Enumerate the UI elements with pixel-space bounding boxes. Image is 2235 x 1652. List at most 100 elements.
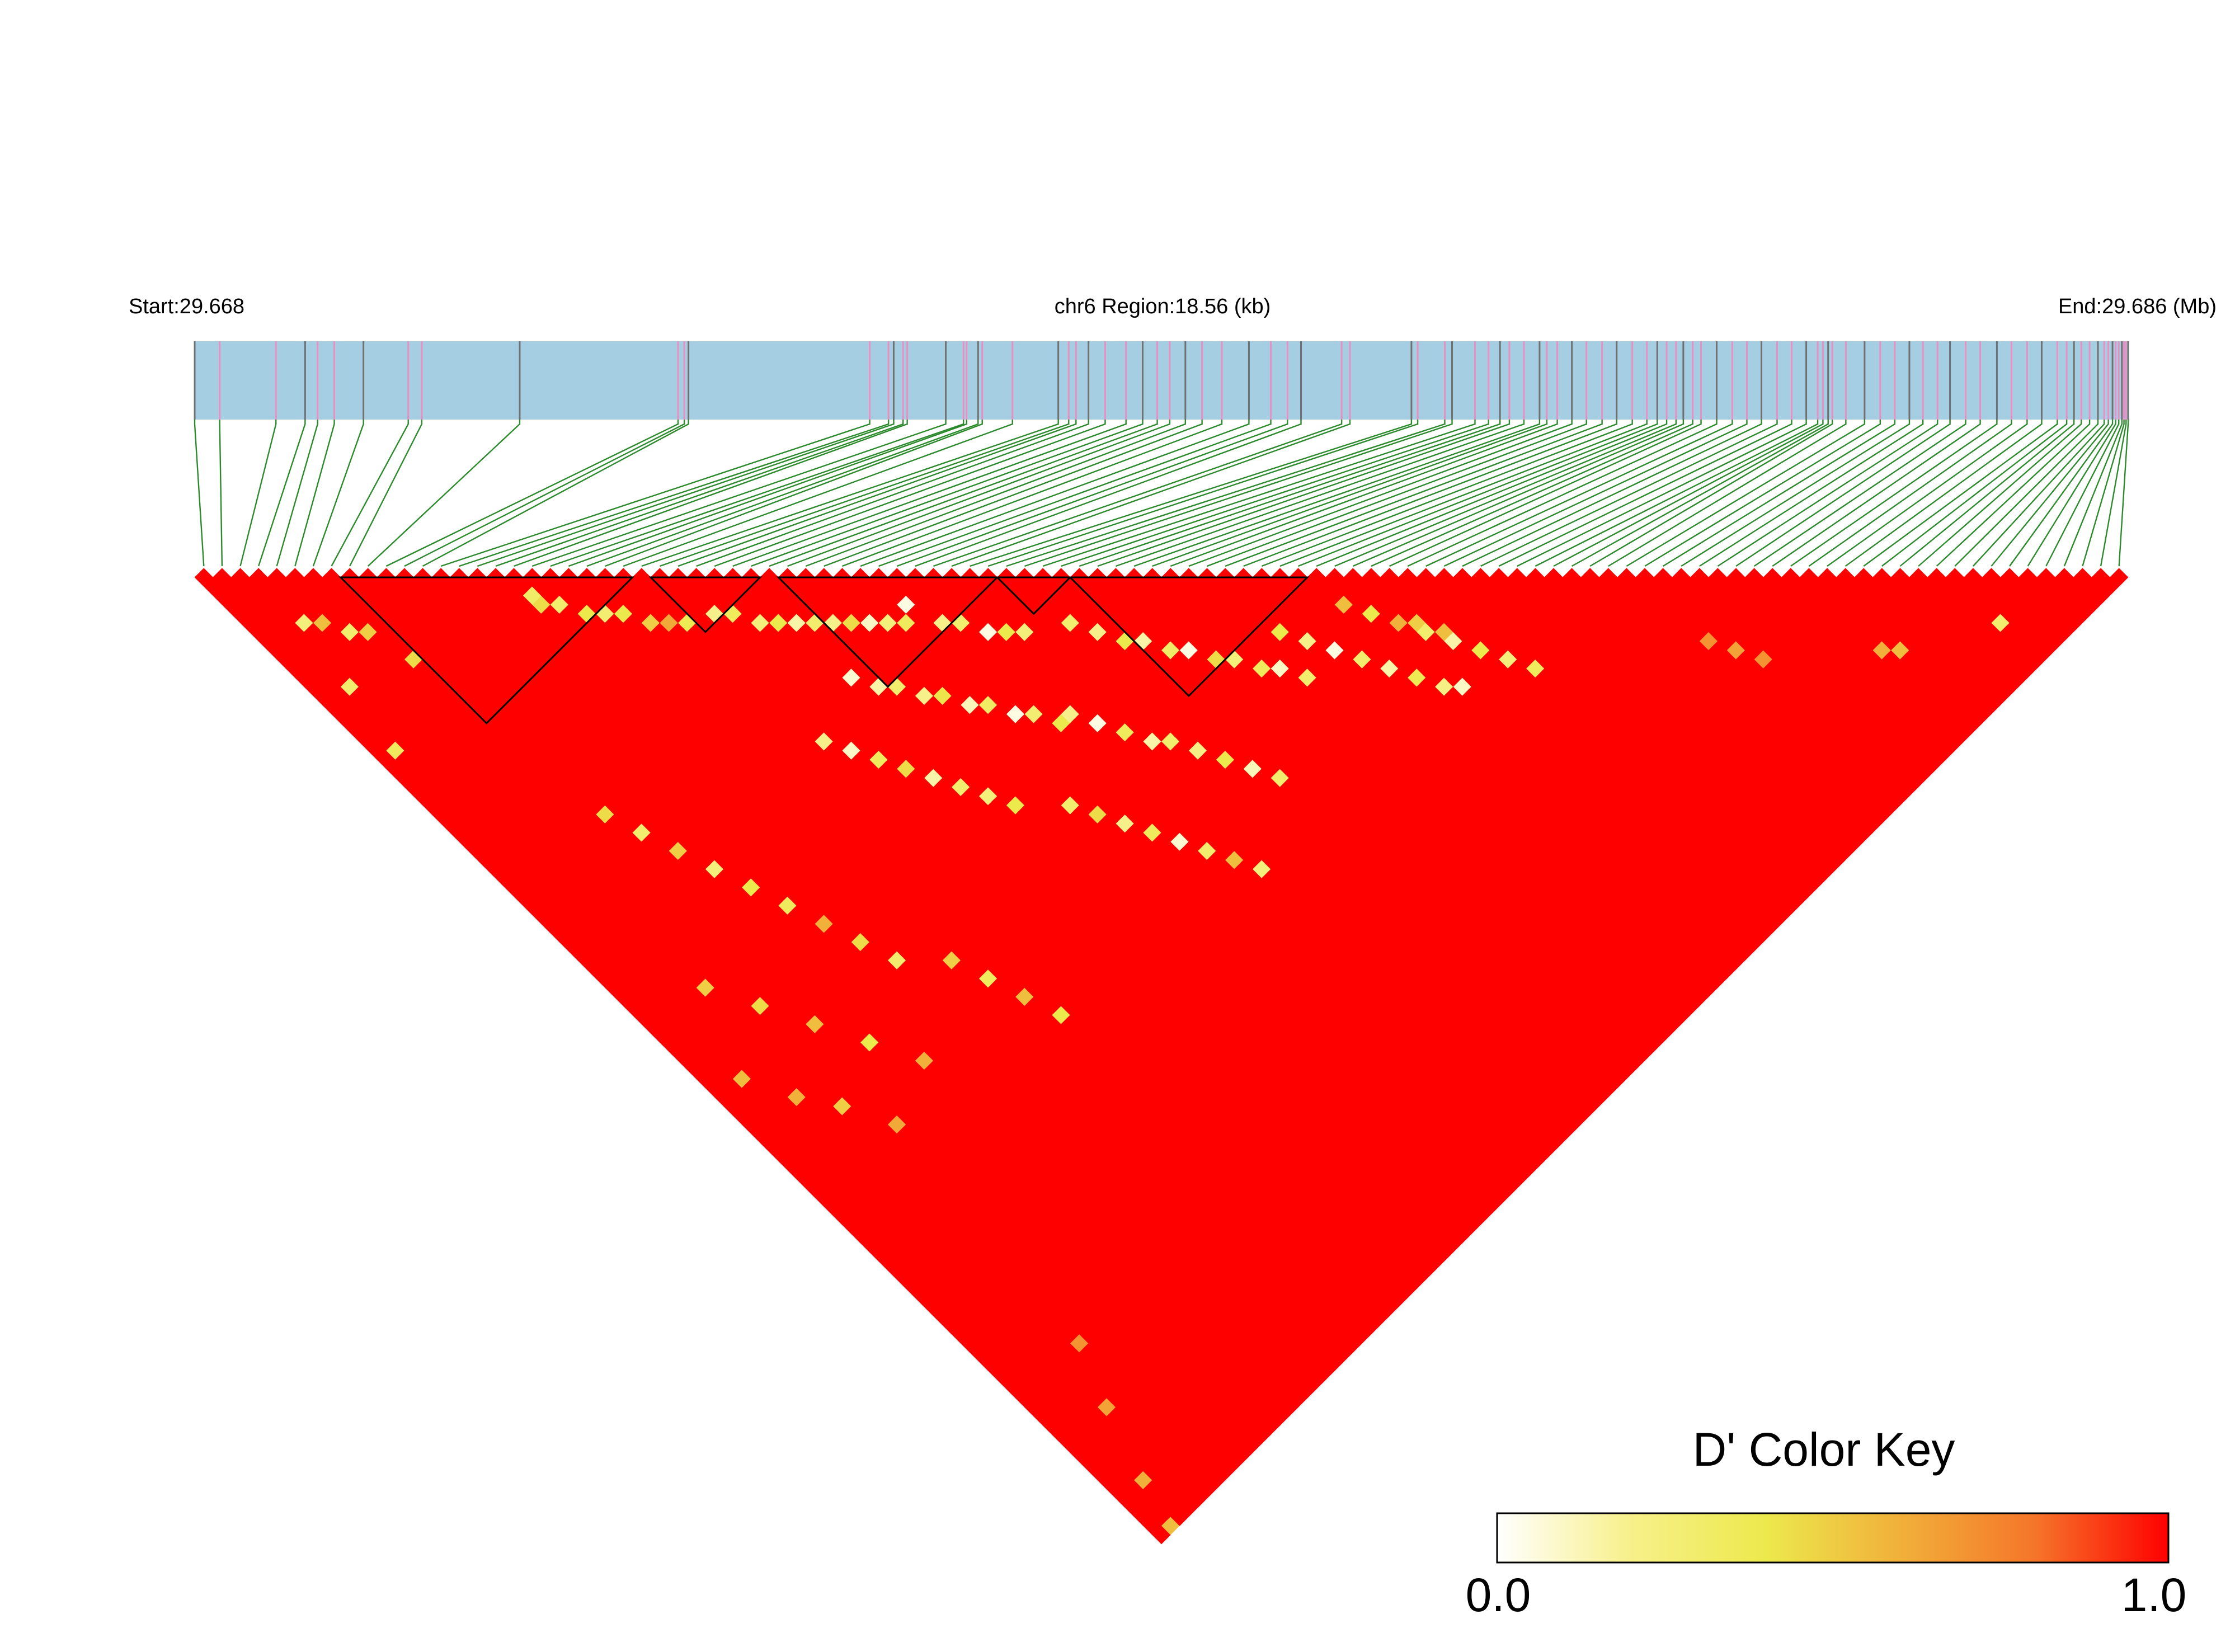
snp-connector <box>1279 420 1648 567</box>
snp-connector <box>641 420 1059 567</box>
snp-connector <box>1972 420 2105 567</box>
snp-connector <box>1535 420 1819 567</box>
snp-connector <box>1517 420 1807 567</box>
snp-connector <box>677 420 1077 567</box>
snp-connector <box>2063 420 2123 567</box>
snp-connector <box>1626 420 1866 567</box>
snp-connector <box>459 420 890 567</box>
snp-connector <box>1407 420 1718 567</box>
snp-connector <box>896 420 1288 567</box>
ld-cell <box>313 614 332 632</box>
snp-connector <box>1207 420 1587 567</box>
snp-connector <box>1462 420 1762 567</box>
snp-connector <box>860 420 1250 567</box>
snp-connector <box>933 420 1343 567</box>
snp-connector <box>1735 420 1951 567</box>
snp-tick-marks <box>194 341 2129 420</box>
snp-connector <box>623 420 1013 567</box>
snp-connector <box>586 420 979 567</box>
snp-connector <box>1827 420 2028 567</box>
snp-connector <box>1954 420 2099 567</box>
snp-connector <box>1389 420 1702 567</box>
snp-connector <box>1316 420 1668 567</box>
snp-connector <box>2082 420 2125 567</box>
snp-connector <box>1899 420 2075 567</box>
snp-connector <box>312 420 364 567</box>
snp-connector <box>440 420 871 567</box>
snp-connector <box>1116 420 1525 567</box>
snp-connector <box>732 420 1127 567</box>
snp-connector <box>1443 420 1748 567</box>
snp-connector <box>878 420 1272 567</box>
snp-connector <box>194 420 205 567</box>
snp-connector <box>294 420 335 567</box>
snp-connector <box>1371 420 1693 567</box>
snp-connector <box>1498 420 1792 567</box>
snp-connector <box>842 420 1223 567</box>
snp-connector <box>605 420 983 567</box>
snp-connector <box>1753 420 1966 567</box>
snp-connector <box>769 420 1158 567</box>
snp-connector <box>1225 420 1603 567</box>
snp-connector <box>1097 420 1511 567</box>
snp-connector <box>1042 420 1476 567</box>
snp-connector <box>257 420 306 567</box>
snp-connector <box>1553 420 1824 567</box>
snp-connector <box>1808 420 2012 567</box>
snp-connector <box>1991 420 2109 567</box>
ld-cell <box>340 677 359 696</box>
snp-connector <box>751 420 1144 567</box>
snp-connector <box>824 420 1203 567</box>
snp-connector <box>495 420 904 567</box>
snp-connector <box>1608 420 1847 567</box>
snp-connector <box>331 420 409 567</box>
snp-connector <box>970 420 1413 567</box>
snp-connector <box>276 420 318 567</box>
snp-connector <box>2027 420 2116 567</box>
snp-connector <box>1079 420 1501 567</box>
snp-connector <box>477 420 895 567</box>
snp-connector <box>1334 420 1677 567</box>
ld-cell <box>1152 1525 1171 1545</box>
snp-connector <box>385 420 679 567</box>
snp-connector <box>1662 420 1896 567</box>
snp-connector <box>219 420 223 567</box>
snp-connector <box>1571 420 1829 567</box>
snp-connector <box>1188 420 1573 567</box>
snp-connector <box>349 420 423 567</box>
snp-connector <box>1024 420 1453 567</box>
snp-connector <box>367 420 521 567</box>
snp-connector <box>915 420 1302 567</box>
snp-connector <box>1845 420 2043 567</box>
ld-cell <box>295 614 313 632</box>
start-label: Start:29.668 <box>129 295 244 318</box>
snp-connector <box>239 420 277 567</box>
snp-connector <box>714 420 1106 567</box>
end-label: End:29.686 (Mb) <box>2058 295 2217 318</box>
snp-connector <box>1681 420 1911 567</box>
snp-connector-lines <box>194 420 2129 567</box>
snp-connector <box>2045 420 2120 567</box>
snp-connector <box>531 420 947 567</box>
snp-connector <box>1936 420 2091 567</box>
snp-connector <box>696 420 1089 567</box>
snp-connector <box>1589 420 1833 567</box>
ld-cell <box>887 1115 906 1134</box>
region-label: chr6 Region:18.56 (kb) <box>1055 295 1271 318</box>
ld-cell <box>1161 1517 1180 1535</box>
snp-connector <box>1243 420 1617 567</box>
snp-connector <box>1261 420 1633 567</box>
snp-connector <box>1425 420 1733 567</box>
snp-connector <box>514 420 908 567</box>
snp-connector <box>1061 420 1489 567</box>
snp-connector <box>787 420 1171 567</box>
snp-connector <box>660 420 1070 567</box>
snp-connector <box>1170 420 1558 567</box>
snp-connector <box>568 420 967 567</box>
snp-connector <box>951 420 1351 567</box>
snp-connector <box>1644 420 1881 567</box>
snp-connector <box>1772 420 1981 567</box>
snp-connector <box>1699 420 1924 567</box>
snp-connector <box>550 420 964 567</box>
